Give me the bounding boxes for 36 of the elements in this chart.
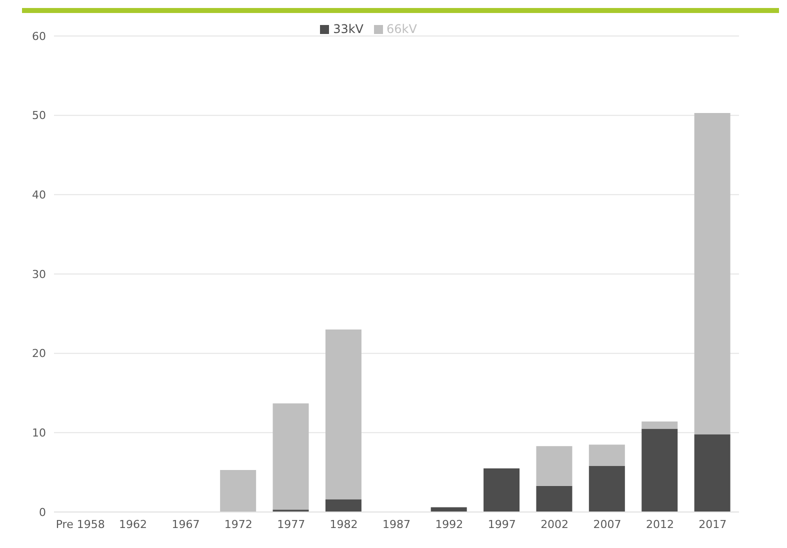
bar (588, 466, 625, 512)
x-tick-label: 1982 (330, 518, 358, 531)
x-tick-label: 1997 (488, 518, 516, 531)
x-tick-label: 1987 (382, 518, 410, 531)
bar (325, 330, 362, 500)
x-tick-label: 1977 (277, 518, 306, 531)
bar (325, 499, 362, 512)
bar (536, 486, 572, 512)
bar (642, 428, 678, 512)
x-tick-label: Pre 1958 (56, 518, 105, 531)
bar (536, 446, 572, 486)
bar (694, 434, 730, 512)
x-tick-label: 1972 (224, 518, 252, 531)
bar (272, 403, 309, 510)
x-tick-label: 2002 (540, 518, 569, 531)
y-tick-label: 20 (32, 347, 46, 360)
y-tick-label: 50 (32, 109, 46, 122)
bar (430, 507, 467, 512)
y-tick-label: 40 (32, 188, 46, 202)
legend-label: 66kV (386, 22, 417, 36)
x-tick-label: 2007 (593, 518, 622, 531)
y-tick-label: 30 (32, 268, 46, 281)
y-tick-label: 0 (39, 506, 46, 519)
x-tick-label: 2017 (698, 518, 727, 531)
bar (694, 112, 730, 434)
bar (220, 470, 256, 512)
y-tick-label: 60 (32, 30, 46, 43)
x-tick-label: 1967 (172, 518, 200, 531)
bar (642, 422, 678, 429)
legend-label: 33kV (333, 22, 364, 36)
x-tick-label: 2012 (646, 518, 674, 531)
bar (484, 468, 520, 512)
bar (588, 444, 625, 466)
x-tick-label: 1992 (435, 518, 464, 531)
y-tick-label: 10 (32, 426, 46, 440)
x-tick-label: 1962 (119, 518, 148, 531)
